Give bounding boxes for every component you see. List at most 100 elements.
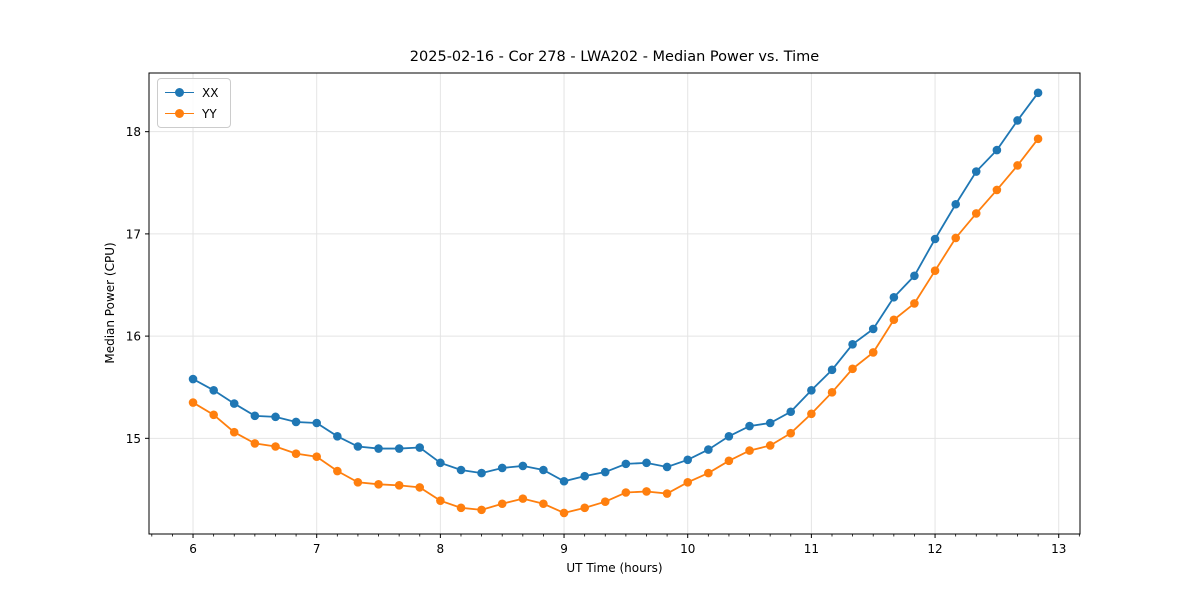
data-point-marker — [188, 374, 198, 384]
data-point-marker — [518, 461, 528, 471]
legend-marker-icon — [175, 88, 184, 97]
series-yy — [188, 134, 1043, 518]
data-point-marker — [436, 458, 445, 468]
data-point-marker — [539, 499, 548, 509]
data-point-marker — [271, 412, 280, 422]
data-point-marker — [394, 444, 404, 453]
x-tick-label: 12 — [927, 542, 942, 556]
plot-border — [148, 72, 1081, 535]
data-point-marker — [807, 385, 816, 395]
y-tick-label: 16 — [126, 330, 141, 344]
data-point-marker — [992, 145, 1002, 155]
data-point-marker — [250, 411, 260, 421]
data-point-marker — [642, 487, 651, 496]
data-point-marker — [1013, 116, 1022, 125]
data-point-marker — [951, 233, 961, 243]
data-point-marker — [1033, 134, 1043, 144]
data-point-marker — [1013, 161, 1022, 170]
data-point-marker — [353, 442, 363, 451]
data-point-marker — [539, 465, 548, 475]
data-point-marker — [621, 459, 631, 469]
data-point-marker — [992, 185, 1002, 195]
grid — [149, 73, 1080, 534]
x-tick-label: 10 — [680, 542, 695, 556]
data-point-marker — [662, 489, 672, 498]
data-point-marker — [807, 409, 816, 419]
legend-label-yy: YY — [202, 106, 217, 121]
data-point-marker — [209, 410, 218, 420]
axis-ticks: 6 7 8 9 10 11 12 13 15 16 17 18 — [126, 125, 1080, 556]
y-tick-label: 15 — [126, 432, 141, 446]
data-point-marker — [621, 488, 631, 497]
data-point-marker — [745, 421, 754, 431]
x-tick-label: 11 — [804, 542, 819, 556]
data-point-marker — [683, 477, 693, 487]
data-point-marker — [291, 449, 301, 458]
x-tick-label: 8 — [437, 542, 445, 556]
data-point-marker — [229, 427, 239, 437]
data-point-marker — [374, 480, 383, 489]
data-point-marker — [910, 271, 919, 281]
data-point-marker — [415, 483, 425, 492]
legend-sample-xx — [165, 88, 194, 97]
data-point-marker — [333, 431, 342, 441]
data-point-marker — [271, 442, 280, 451]
data-point-marker — [786, 428, 796, 438]
data-point-marker — [374, 444, 383, 453]
data-point-marker — [930, 234, 940, 244]
data-point-marker — [868, 324, 878, 334]
series-xx — [188, 88, 1043, 486]
data-point-marker — [353, 477, 363, 487]
data-point-marker — [662, 462, 672, 472]
data-point-marker — [827, 388, 837, 397]
y-tick-label: 18 — [126, 125, 141, 139]
data-point-marker — [724, 431, 734, 441]
data-point-marker — [312, 452, 321, 462]
data-point-marker — [889, 315, 899, 325]
data-point-marker — [765, 441, 775, 450]
data-point-marker — [312, 418, 321, 428]
data-point-marker — [415, 443, 425, 452]
y-tick-label: 17 — [126, 227, 141, 241]
data-point-marker — [394, 481, 404, 490]
legend-item-xx: XX — [165, 85, 218, 100]
data-point-marker — [229, 399, 239, 408]
data-point-marker — [827, 365, 837, 375]
legend-label-xx: XX — [202, 85, 219, 100]
data-point-marker — [786, 407, 796, 417]
data-point-marker — [559, 508, 569, 518]
x-tick-label: 6 — [189, 542, 197, 556]
data-point-marker — [436, 496, 445, 505]
data-point-marker — [477, 505, 486, 515]
data-point-marker — [600, 467, 610, 477]
data-point-marker — [188, 398, 198, 407]
data-point-marker — [704, 468, 713, 478]
x-tick-label: 9 — [560, 542, 568, 556]
data-point-marker — [559, 476, 569, 486]
data-point-marker — [848, 364, 857, 374]
data-point-marker — [683, 455, 693, 465]
data-point-marker — [971, 167, 981, 176]
data-point-marker — [745, 446, 754, 455]
data-point-marker — [1033, 88, 1043, 98]
data-point-marker — [868, 348, 878, 357]
data-point-marker — [456, 503, 466, 513]
legend-item-yy: YY — [165, 106, 218, 121]
data-point-marker — [580, 503, 589, 513]
data-point-marker — [333, 466, 342, 476]
legend: XX YY — [157, 78, 232, 128]
data-point-marker — [971, 209, 981, 218]
data-point-marker — [910, 299, 919, 308]
data-point-marker — [456, 465, 466, 475]
data-point-marker — [497, 463, 507, 473]
x-axis-label: UT Time (hours) — [566, 561, 663, 575]
data-point-marker — [930, 266, 940, 275]
legend-sample-yy — [165, 109, 194, 118]
data-point-marker — [642, 458, 651, 468]
x-tick-label: 13 — [1051, 542, 1066, 556]
data-point-marker — [889, 292, 899, 302]
data-point-marker — [477, 468, 486, 478]
x-tick-label: 7 — [313, 542, 321, 556]
